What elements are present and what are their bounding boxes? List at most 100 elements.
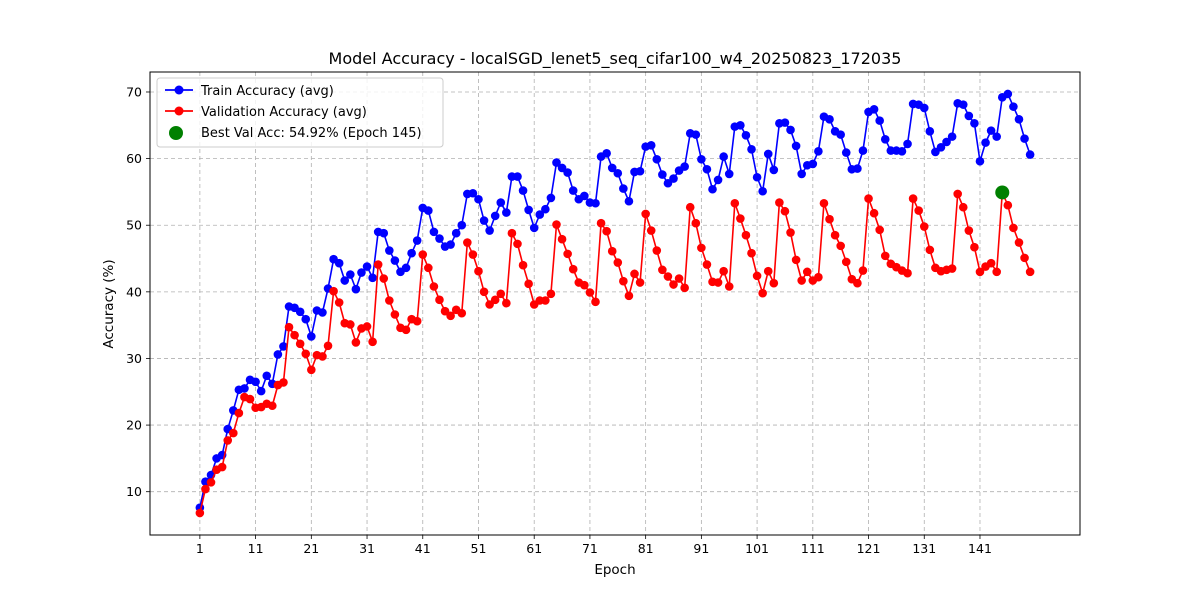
train-accuracy-point [295,307,305,317]
validation-accuracy-point [418,250,428,259]
legend-val-marker [174,106,184,116]
validation-accuracy-point [819,198,829,208]
validation-accuracy-point [825,214,834,224]
train-accuracy-point [262,371,272,381]
train-accuracy-point [1020,134,1029,143]
legend: Train Accuracy (avg) Validation Accuracy… [156,77,444,148]
train-accuracy-point [334,258,344,268]
validation-accuracy-point [953,189,962,199]
y-tick-label: 20 [126,418,142,433]
train-accuracy-point [747,144,756,154]
train-accuracy-point [680,162,689,171]
train-accuracy-point [385,246,394,255]
train-accuracy-point [435,234,444,243]
train-accuracy-point [524,205,533,215]
train-accuracy-point [752,172,762,182]
train-accuracy-point [318,308,327,317]
validation-accuracy-point [268,401,277,411]
validation-accuracy-point [223,436,233,445]
validation-accuracy-point [424,263,433,273]
validation-accuracy-point [830,230,840,240]
validation-accuracy-point [279,378,288,387]
train-accuracy-point [652,154,662,164]
legend-best-label: Best Val Acc: 54.92% (Epoch 145) [201,126,422,141]
validation-accuracy-point [206,478,216,487]
validation-accuracy-point [992,267,1001,277]
train-accuracy-point [240,384,249,393]
train-accuracy-point [496,198,506,207]
validation-accuracy-point [741,230,751,240]
validation-accuracy-point [463,238,472,247]
validation-accuracy-point [284,322,294,332]
train-accuracy-point [1009,102,1018,111]
validation-accuracy-point [674,274,684,283]
validation-accuracy-point [518,260,528,270]
train-accuracy-point [273,350,283,359]
validation-accuracy-point [658,265,667,275]
x-axis-label: Epoch [594,562,635,578]
validation-accuracy-point [769,278,779,288]
validation-accuracy-point [758,288,767,298]
validation-accuracy-point [490,295,500,305]
validation-accuracy-point [986,258,996,268]
train-accuracy-point [719,152,728,161]
validation-accuracy-point [613,258,623,267]
train-accuracy-point [412,236,422,245]
legend-train-label: Train Accuracy (avg) [200,84,334,99]
y-tick-label: 50 [126,218,142,233]
train-accuracy-point [446,240,455,249]
x-tick-label: 51 [471,541,487,556]
train-accuracy-point [485,226,494,235]
train-accuracy-point [769,165,779,175]
validation-accuracy-point [585,288,595,297]
validation-accuracy-point [568,264,578,274]
validation-accuracy-point [373,260,383,269]
x-tick-label: 21 [303,541,319,556]
validation-accuracy-point [864,194,873,203]
train-accuracy-point [964,111,974,121]
x-tick-label: 11 [248,541,264,556]
train-accuracy-point [635,166,645,176]
train-accuracy-point [513,172,522,181]
validation-accuracy-point [245,394,255,404]
train-accuracy-point [580,191,589,201]
chart-title: Model Accuracy - localSGD_lenet5_seq_cif… [329,49,902,69]
train-accuracy-point [841,148,851,157]
train-accuracy-point [975,156,985,166]
validation-accuracy-point [925,245,935,255]
train-accuracy-point [346,270,355,279]
validation-accuracy-point [669,280,678,289]
train-accuracy-point [763,149,773,159]
validation-accuracy-point [502,298,511,308]
train-accuracy-point [368,273,377,283]
validation-accuracy-point [903,268,912,278]
train-accuracy-point [546,193,556,203]
validation-accuracy-point [624,291,634,301]
train-accuracy-point [897,146,907,156]
validation-accuracy-point [736,214,745,223]
validation-accuracy-point [435,295,444,305]
validation-accuracy-point [195,508,205,518]
series-layer [195,89,1035,518]
validation-accuracy-point [786,228,795,237]
train-accuracy-point [646,140,656,150]
train-accuracy-point [880,134,890,144]
y-tick-label: 10 [126,484,142,499]
train-accuracy-point [490,211,500,221]
train-accuracy-point [869,105,879,114]
x-tick-label: 81 [638,541,654,556]
validation-accuracy-point [680,283,689,293]
validation-accuracy-point [791,255,801,265]
train-accuracy-point [468,188,478,198]
validation-accuracy-point [362,322,372,331]
train-accuracy-point [691,130,701,139]
train-accuracy-series [195,89,1035,512]
validation-accuracy-point [496,289,506,299]
validation-accuracy-point [474,266,483,276]
validation-accuracy-point [775,198,784,207]
train-accuracy-point [992,132,1001,141]
validation-accuracy-point [580,280,589,290]
x-axis: 1 11 21 31 41 51 61 71 81 91 101 111 121 131 141 [196,535,992,556]
validation-accuracy-point [401,325,411,335]
